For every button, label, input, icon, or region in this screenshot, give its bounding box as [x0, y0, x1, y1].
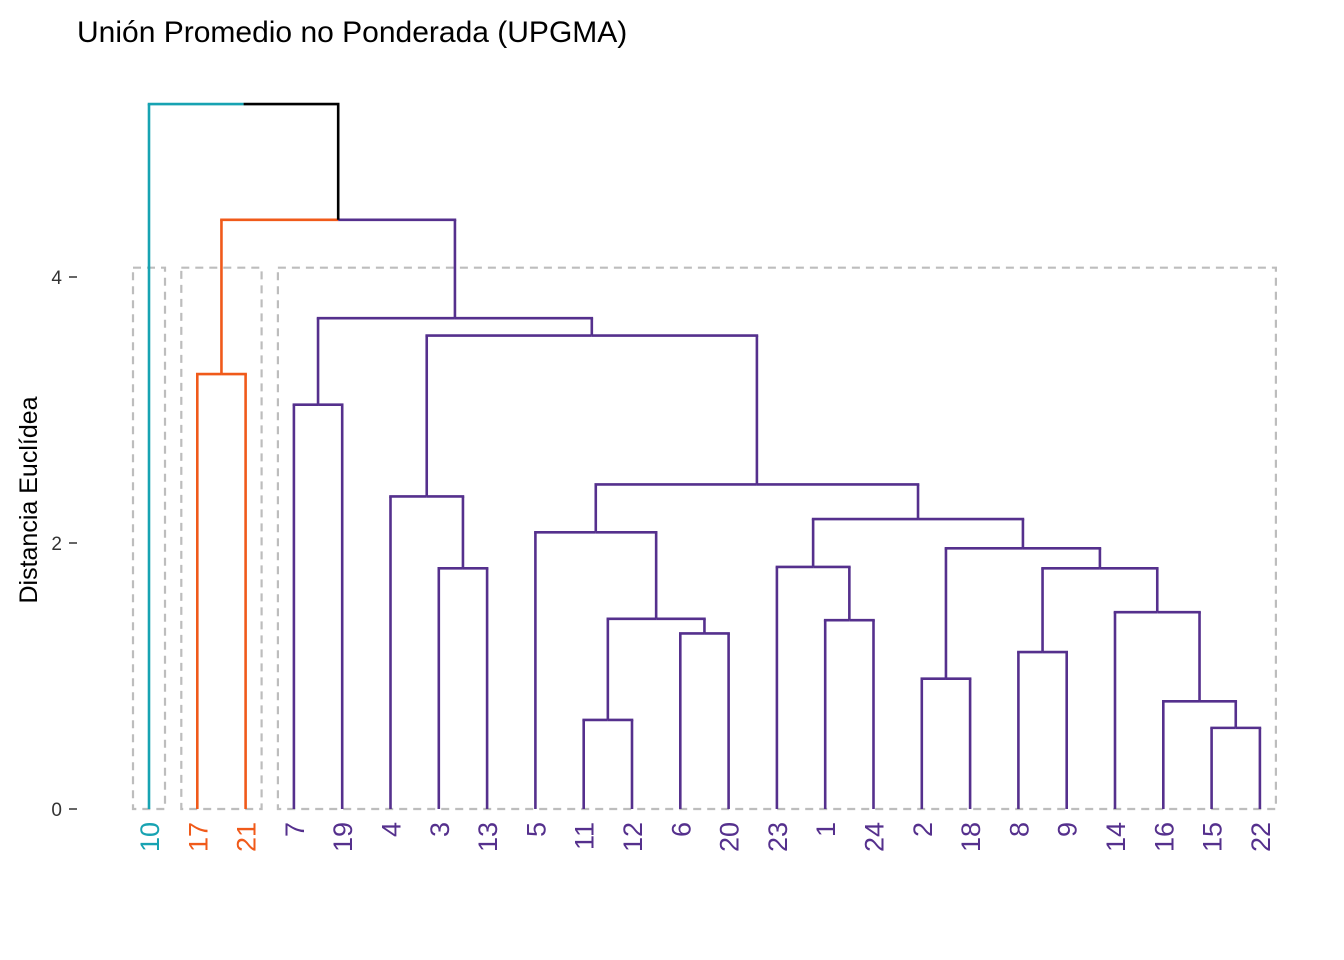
leaf-label: 21 [232, 822, 262, 852]
leaf-label: 1 [811, 822, 841, 837]
leaf-label: 14 [1101, 822, 1131, 852]
leaf-label: 8 [1004, 822, 1034, 837]
y-tick-label: 0 [51, 800, 62, 821]
cluster-box-2 [180, 266, 263, 811]
leaf-label: 11 [570, 822, 600, 850]
y-tick-label: 4 [51, 268, 62, 289]
y-axis-label: Distancia Euclídea [15, 396, 43, 603]
leaf-label: 10 [135, 822, 165, 852]
leaf-label: 12 [618, 822, 648, 852]
leaf-label: 13 [473, 822, 503, 852]
y-tick-label: 2 [51, 534, 62, 555]
leaf-label: 24 [860, 822, 890, 852]
leaf-label: 2 [908, 822, 938, 837]
leaf-label: 22 [1246, 822, 1276, 852]
leaf-label: 20 [715, 822, 745, 852]
chart-title: Unión Promedio no Ponderada (UPGMA) [77, 16, 627, 49]
leaf-label: 15 [1198, 822, 1228, 852]
leaf-label: 7 [280, 822, 310, 837]
leaf-label: 6 [666, 822, 696, 837]
y-axis: 0 2 4 [51, 268, 77, 821]
cluster-boxes [131, 266, 1277, 811]
leaf-label: 17 [183, 822, 213, 852]
dendrogram-branches [147, 102, 1262, 809]
leaf-label: 5 [521, 822, 551, 837]
leaf-label: 9 [1053, 822, 1083, 837]
leaf-label: 23 [763, 822, 793, 852]
cluster-box-3 [276, 266, 1277, 811]
leaf-labels: 10 17 21 7 19 4 3 13 5 11 12 6 20 23 1 24 2 18 8 9 14 16 15 22 [135, 822, 1276, 852]
leaf-label: 3 [425, 822, 455, 837]
leaf-label: 4 [377, 822, 407, 837]
leaf-label: 16 [1149, 822, 1179, 852]
leaf-label: 19 [328, 822, 358, 852]
leaf-label: 18 [956, 822, 986, 852]
